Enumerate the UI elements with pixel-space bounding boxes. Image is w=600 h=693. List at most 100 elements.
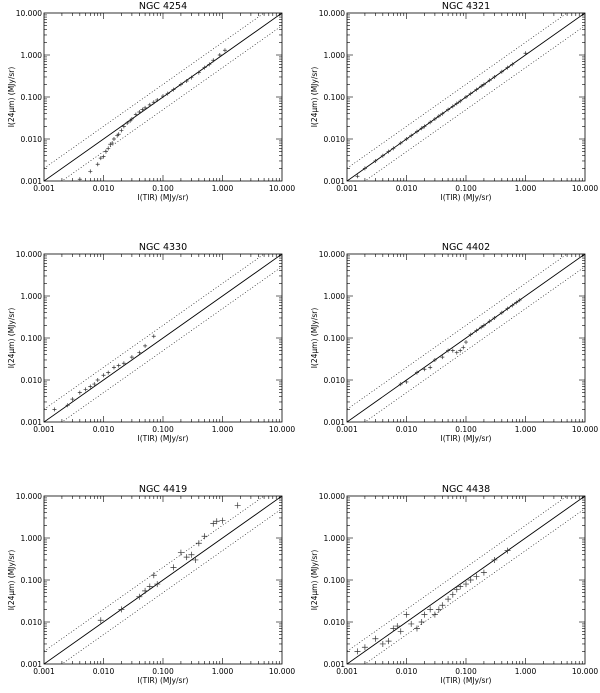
- x-tick-label: 0.001: [336, 425, 358, 434]
- data-point: [414, 370, 419, 375]
- y-tick-label: 1.000: [21, 292, 43, 301]
- x-tick-label: 10.000: [269, 184, 295, 193]
- data-point: [427, 606, 434, 613]
- data-point: [354, 648, 361, 655]
- data-point: [150, 572, 157, 579]
- data-point: [428, 120, 433, 125]
- factor-two-line: [61, 508, 282, 664]
- data-point: [119, 128, 124, 133]
- y-tick-label: 0.100: [21, 334, 43, 343]
- data-point: [116, 363, 121, 368]
- data-point: [184, 79, 189, 84]
- data-point: [446, 348, 451, 353]
- data-point: [409, 133, 414, 138]
- data-points: [77, 48, 227, 181]
- data-point: [143, 343, 148, 348]
- reference-lines: [347, 254, 585, 422]
- data-points: [97, 502, 241, 624]
- data-point: [129, 116, 134, 121]
- one-to-one-line: [347, 254, 585, 422]
- data-point: [510, 303, 515, 308]
- data-point: [210, 520, 217, 527]
- y-tick-label: 0.100: [21, 93, 43, 102]
- data-point: [95, 378, 100, 382]
- data-point: [361, 644, 368, 651]
- y-axis-label: I(24μm) (MJy/sr): [7, 67, 16, 128]
- data-point: [422, 367, 427, 372]
- x-tick-label: 0.010: [93, 184, 115, 193]
- data-point: [505, 306, 510, 311]
- x-tick-label: 0.100: [455, 667, 477, 676]
- data-point: [201, 533, 208, 540]
- y-tick-label: 0.010: [21, 618, 43, 627]
- data-point: [121, 361, 126, 366]
- y-tick-label: 1.000: [21, 51, 43, 60]
- data-point: [474, 87, 479, 92]
- data-point: [101, 373, 106, 378]
- data-point: [183, 554, 190, 561]
- factor-two-line: [364, 508, 585, 664]
- data-point: [458, 99, 463, 104]
- x-axis-label: I(TIR) (MJy/sr): [441, 676, 492, 685]
- data-point: [464, 95, 468, 99]
- y-axis-label: I(24μm) (MJy/sr): [7, 308, 16, 369]
- x-tick-label: 0.100: [152, 425, 174, 434]
- x-tick-label: 1.000: [212, 425, 234, 434]
- one-to-one-line: [44, 496, 282, 664]
- axis-ticks: [347, 254, 585, 422]
- data-point: [121, 124, 126, 129]
- chart-title: NGC 4402: [442, 242, 490, 253]
- data-point: [487, 319, 492, 324]
- data-point: [147, 102, 152, 107]
- y-tick-label: 10.000: [16, 9, 42, 18]
- data-point: [446, 107, 451, 112]
- y-tick-label: 1.000: [324, 292, 346, 301]
- chart-panel-1: NGC 4254 0.001 0.010 0.100 1.000 10.000 0.001 0…: [7, 1, 295, 202]
- factor-two-line: [44, 13, 265, 169]
- data-point: [499, 69, 504, 74]
- data-point: [421, 611, 428, 618]
- data-point: [189, 75, 194, 80]
- data-point: [106, 146, 111, 151]
- one-to-one-line: [347, 496, 585, 664]
- data-point: [177, 549, 184, 556]
- factor-two-line: [364, 266, 585, 422]
- x-tick-label: 1.000: [515, 425, 537, 434]
- data-point: [504, 547, 511, 554]
- x-axis-label: I(TIR) (MJy/sr): [138, 193, 189, 202]
- data-point: [129, 355, 134, 360]
- data-points: [52, 334, 156, 412]
- y-axis-label: I(24μm) (MJy/sr): [310, 67, 319, 128]
- y-tick-label: 0.100: [21, 576, 43, 585]
- data-point: [481, 82, 486, 87]
- data-point: [372, 635, 379, 642]
- data-point: [499, 310, 504, 315]
- y-tick-label: 0.010: [324, 135, 346, 144]
- data-point: [213, 518, 220, 525]
- data-point: [481, 323, 486, 328]
- y-tick-label: 0.001: [324, 418, 346, 427]
- x-tick-label: 10.000: [269, 667, 295, 676]
- chart-title: NGC 4254: [139, 1, 187, 12]
- data-point: [398, 141, 403, 146]
- data-point: [386, 149, 391, 154]
- data-points: [355, 51, 528, 179]
- data-point: [479, 84, 484, 89]
- data-point: [207, 62, 212, 67]
- factor-two-line: [61, 25, 282, 181]
- data-point: [195, 540, 202, 547]
- data-point: [178, 82, 183, 87]
- y-tick-label: 0.100: [324, 93, 346, 102]
- factor-two-line: [347, 13, 568, 169]
- data-point: [77, 390, 82, 395]
- data-point: [219, 517, 226, 524]
- data-point: [170, 564, 177, 571]
- chart-title: NGC 4330: [139, 242, 187, 253]
- data-point: [408, 620, 415, 627]
- axis-ticks: [347, 13, 585, 181]
- y-tick-label: 10.000: [319, 250, 345, 259]
- y-tick-label: 0.010: [21, 135, 43, 144]
- x-tick-label: 0.001: [336, 184, 358, 193]
